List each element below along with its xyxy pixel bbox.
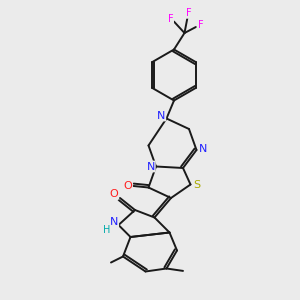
Text: N: N xyxy=(157,110,165,121)
Text: O: O xyxy=(123,181,132,191)
Text: H: H xyxy=(103,225,111,236)
Text: N: N xyxy=(110,217,118,227)
Text: N: N xyxy=(199,143,207,154)
Text: F: F xyxy=(168,14,173,24)
Text: F: F xyxy=(186,8,192,18)
Text: F: F xyxy=(198,20,203,31)
Text: O: O xyxy=(109,189,118,200)
Text: S: S xyxy=(194,179,201,190)
Text: N: N xyxy=(146,161,155,172)
